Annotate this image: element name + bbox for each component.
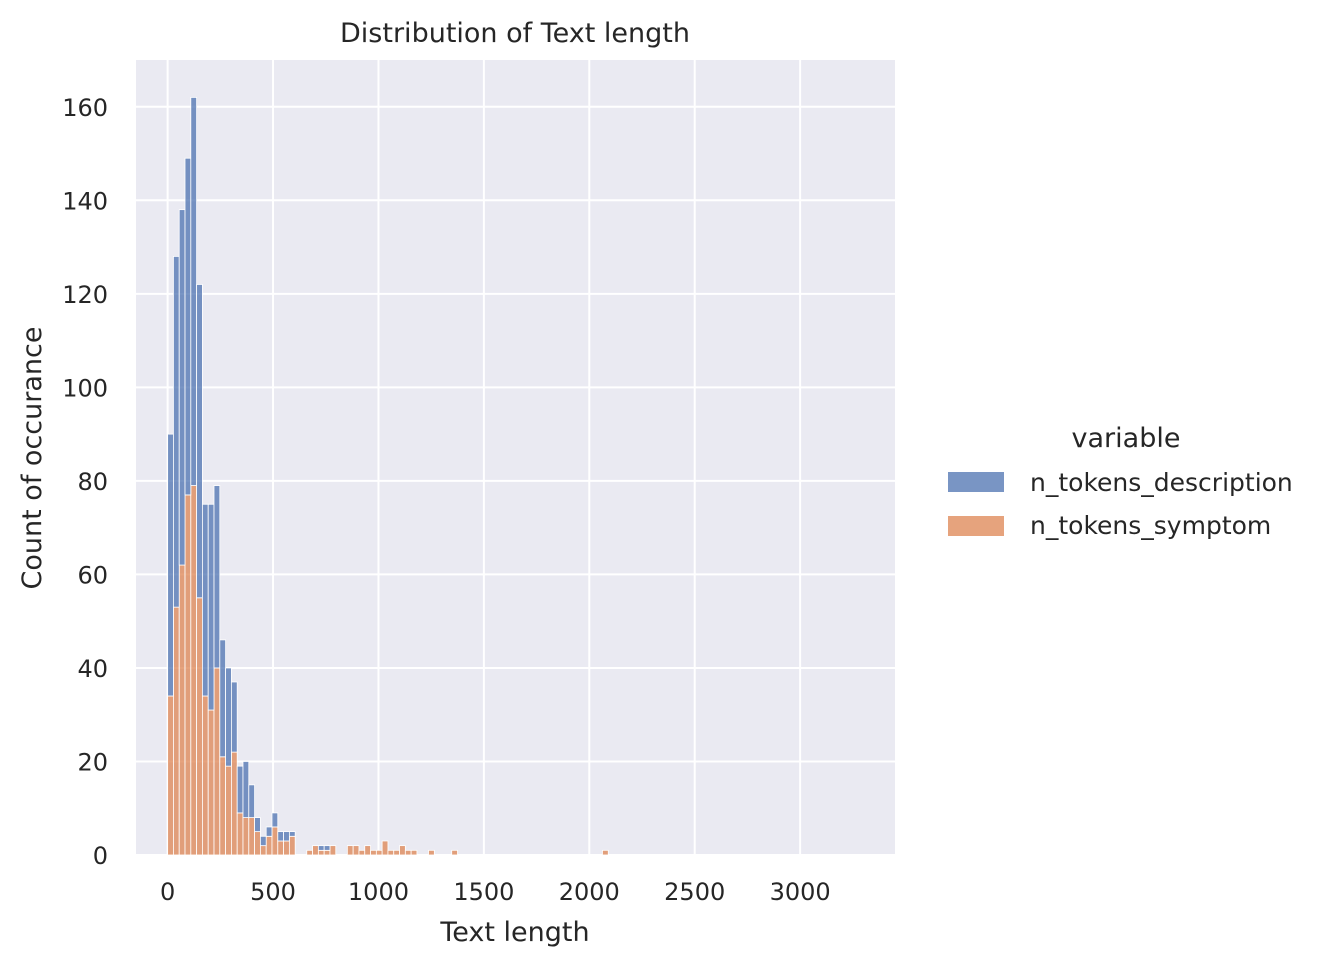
y-tick-label: 40 [77,655,108,683]
bar-n-tokens-description [207,503,215,711]
bar-n-tokens-description [190,97,198,486]
bar-n-tokens-description [219,639,227,758]
bar-n-tokens-description [323,845,331,851]
bar-n-tokens-symptom [381,840,389,856]
bar-n-tokens-description [167,433,174,697]
y-tick-label: 80 [77,468,108,496]
bar-n-tokens-symptom [283,840,290,856]
bar-n-tokens-description [288,831,296,837]
y-tick-label: 160 [62,94,108,122]
bar-n-tokens-symptom [231,751,238,856]
bar-n-tokens-symptom [358,849,366,856]
bar-n-tokens-description [202,503,209,697]
legend-label-description: n_tokens_description [1030,468,1293,497]
bar-n-tokens-symptom [306,849,313,856]
y-tick-labels: 0 20 40 60 80 100 120 140 160 [62,94,108,870]
bar-n-tokens-symptom [254,831,261,856]
legend-swatch-symptom [948,516,1004,536]
y-tick-label: 140 [62,187,108,215]
bar-n-tokens-description [248,784,255,818]
x-tick-label: 500 [250,878,296,906]
x-tick-label: 1500 [453,878,514,906]
bar-n-tokens-symptom [410,849,418,856]
bar-n-tokens-description [283,831,290,842]
x-tick-label: 2000 [559,878,620,906]
bar-n-tokens-description [259,835,267,847]
bar-n-tokens-description [231,681,238,753]
y-tick-label: 120 [62,281,108,309]
bar-n-tokens-symptom [399,845,406,856]
bar-n-tokens-description [277,831,284,842]
legend-swatch-description [948,472,1004,492]
bar-n-tokens-symptom [387,849,395,856]
x-tick-labels: 0 500 1000 1500 2000 2500 3000 [160,878,831,906]
y-tick-label: 0 [93,842,108,870]
bar-n-tokens-description [236,765,244,814]
bar-n-tokens-symptom [236,812,244,856]
bar-n-tokens-symptom [271,826,279,856]
bar-n-tokens-symptom [178,564,186,856]
x-tick-label: 0 [160,878,175,906]
bar-n-tokens-symptom [602,849,609,856]
bar-n-tokens-symptom [393,849,400,856]
bar-n-tokens-symptom [404,849,412,856]
legend-label-symptom: n_tokens_symptom [1030,511,1271,540]
bar-n-tokens-symptom [329,845,337,856]
bar-n-tokens-symptom [190,485,198,856]
bar-n-tokens-description [213,485,221,669]
bar-n-tokens-symptom [288,835,296,856]
bar-n-tokens-description [173,256,180,608]
bar-n-tokens-symptom [242,817,250,856]
bar-n-tokens-symptom [196,597,203,856]
bar-n-tokens-description [242,761,250,818]
x-axis-label: Text length [439,917,589,948]
bar-n-tokens-symptom [265,835,273,856]
bar-n-tokens-description [178,209,186,566]
y-tick-label: 20 [77,748,108,776]
bar-n-tokens-symptom [451,849,458,856]
bars-group [167,97,609,856]
bar-n-tokens-description [196,284,203,599]
grid-lines [136,60,895,856]
bar-n-tokens-symptom [370,849,377,856]
bar-n-tokens-symptom [317,849,325,856]
bar-n-tokens-symptom [364,845,371,856]
bar-n-tokens-symptom [346,845,354,856]
legend-title: variable [1072,423,1181,454]
bar-n-tokens-symptom [375,849,383,856]
bar-n-tokens-symptom [248,817,255,856]
bar-n-tokens-symptom [428,849,435,856]
y-axis-label: Count of occurance [17,327,48,590]
plot-background [136,60,895,855]
bar-n-tokens-description [225,667,232,767]
bar-n-tokens-symptom [323,849,331,856]
x-tick-label: 3000 [770,878,831,906]
bar-n-tokens-symptom [259,845,267,856]
bar-n-tokens-symptom [173,606,180,856]
bar-n-tokens-symptom [312,845,319,856]
bar-n-tokens-symptom [167,695,174,856]
y-tick-label: 100 [62,374,108,402]
bar-n-tokens-symptom [202,695,209,856]
bar-n-tokens-symptom [213,667,221,856]
bar-n-tokens-symptom [219,756,227,856]
chart-title: Distribution of Text length [340,18,690,49]
bar-n-tokens-description [254,817,261,833]
bar-n-tokens-description [184,157,192,496]
bar-n-tokens-symptom [207,709,215,856]
bar-n-tokens-description [265,826,273,837]
bar-n-tokens-description [271,812,279,828]
bar-n-tokens-symptom [184,494,192,856]
legend: variable n_tokens_description n_tokens_s… [948,423,1293,540]
y-tick-label: 60 [77,561,108,589]
bar-n-tokens-symptom [225,765,232,856]
x-tick-label: 1000 [348,878,409,906]
bar-n-tokens-symptom [352,845,360,856]
bar-n-tokens-symptom [277,840,284,856]
bar-n-tokens-description [317,845,325,851]
x-tick-label: 2500 [664,878,725,906]
